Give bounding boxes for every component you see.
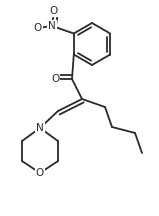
Text: O: O [50,6,58,16]
Text: N: N [36,123,44,133]
Text: O: O [36,168,44,178]
Text: O: O [51,74,59,84]
Text: N: N [48,21,56,31]
Text: O: O [34,23,42,33]
